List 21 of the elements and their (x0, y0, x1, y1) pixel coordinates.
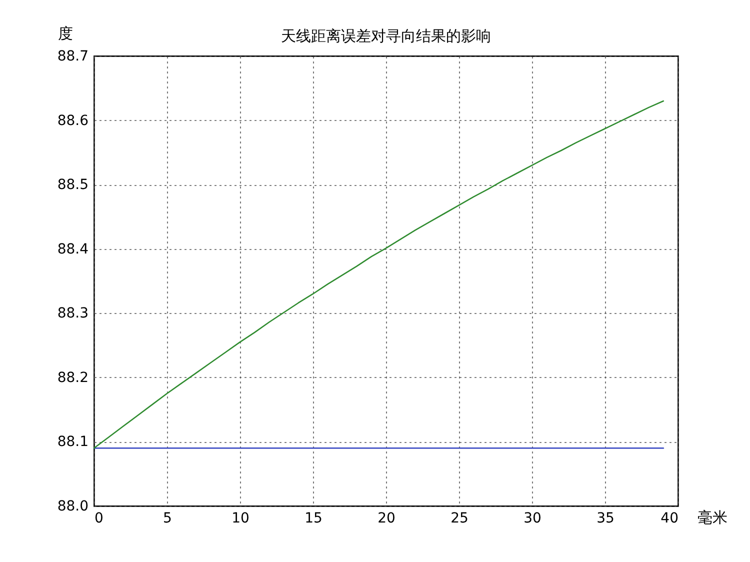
x-tick-label: 10 (232, 510, 250, 526)
y-tick-label: 88.7 (57, 48, 88, 64)
x-tick-label: 20 (378, 510, 396, 526)
y-tick-label: 88.1 (57, 434, 88, 450)
x-tick-label: 15 (304, 510, 322, 526)
y-tick-label: 88.3 (57, 306, 88, 322)
y-axis-title: 度 (58, 24, 73, 42)
y-tick-label: 88.6 (57, 112, 89, 129)
chart-title: 天线距离误差对寻向结果的影响 (281, 27, 491, 45)
y-tick-label: 88.0 (57, 498, 88, 514)
x-tick-label: 40 (660, 510, 678, 526)
x-tick-label: 35 (596, 510, 614, 526)
x-tick-label: 30 (524, 510, 542, 526)
line-series (93, 100, 664, 449)
x-tick-label: 0 (94, 510, 104, 526)
x-tick-label: 5 (163, 510, 172, 526)
x-axis-title: 毫米 (698, 508, 728, 526)
y-tick-label: 88.4 (57, 241, 89, 258)
x-tick-label: 25 (450, 510, 468, 526)
y-tick-label: 88.5 (57, 177, 88, 194)
y-tick-label: 88.2 (57, 370, 88, 386)
